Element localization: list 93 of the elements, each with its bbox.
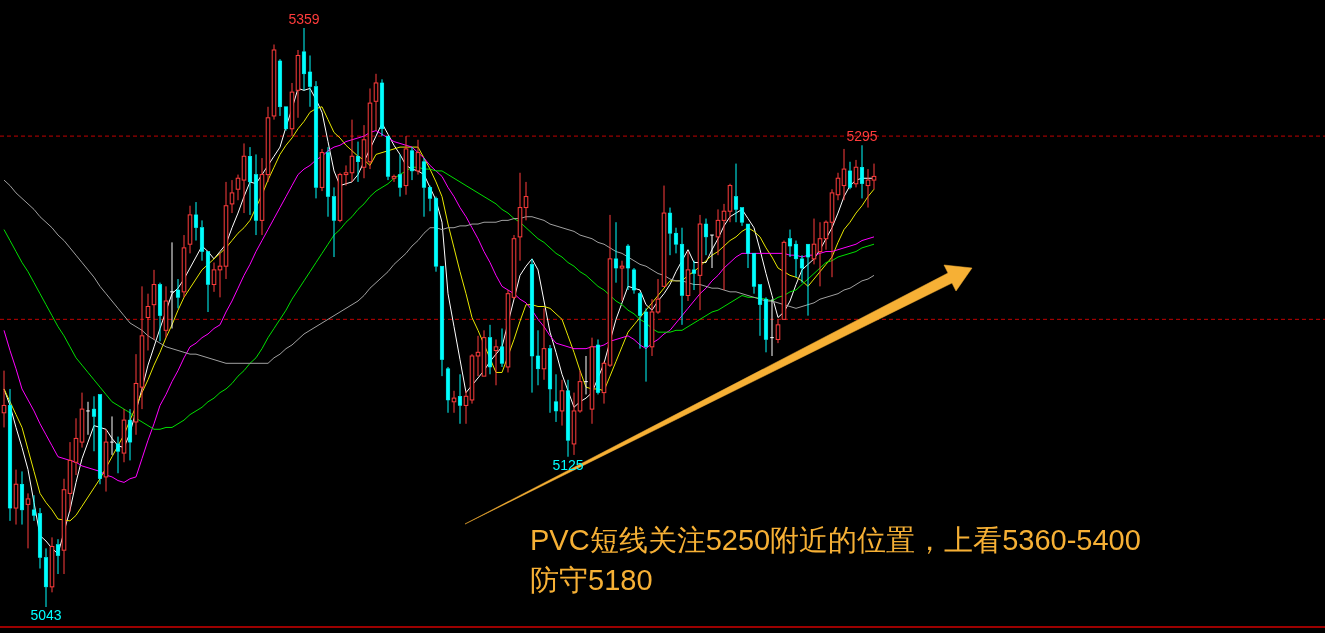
candlestick bbox=[427, 185, 433, 212]
candlestick bbox=[571, 392, 577, 456]
candlestick bbox=[7, 388, 13, 522]
candlestick bbox=[787, 229, 793, 258]
candlestick bbox=[493, 338, 499, 386]
candlestick bbox=[253, 153, 259, 236]
candlestick bbox=[847, 161, 853, 190]
candlestick bbox=[247, 146, 253, 216]
candlestick bbox=[619, 260, 625, 302]
candlestick bbox=[691, 260, 697, 291]
candlestick bbox=[433, 196, 439, 273]
candlestick bbox=[277, 58, 283, 117]
candlestick bbox=[229, 179, 235, 214]
candlestick bbox=[643, 307, 649, 383]
candlestick bbox=[211, 262, 217, 293]
candlestick bbox=[391, 174, 397, 183]
candlestick bbox=[91, 395, 97, 452]
candlestick bbox=[121, 408, 127, 463]
candlestick bbox=[397, 153, 403, 198]
candlestick bbox=[343, 164, 349, 187]
candlestick bbox=[673, 227, 679, 254]
candlestick bbox=[841, 148, 847, 201]
candlestick bbox=[157, 282, 163, 342]
candlestick bbox=[613, 221, 619, 284]
candlestick bbox=[19, 470, 25, 526]
candlestick bbox=[217, 252, 223, 298]
candlestick bbox=[577, 370, 583, 414]
candlestick bbox=[631, 267, 637, 295]
candlestick bbox=[37, 507, 43, 570]
candlestick bbox=[457, 373, 463, 425]
candlestick bbox=[55, 538, 61, 575]
candlestick bbox=[499, 327, 505, 368]
candlestick bbox=[565, 379, 571, 458]
candlestick bbox=[679, 227, 685, 326]
candlestick bbox=[529, 258, 535, 394]
candlestick bbox=[325, 146, 331, 218]
candlestick bbox=[763, 296, 769, 353]
candlestick bbox=[475, 335, 481, 377]
candlestick bbox=[25, 492, 31, 549]
annotation: PVC短线关注5250附近的位置，上看5360-5400 防守5180 bbox=[530, 524, 1141, 596]
candlestick bbox=[175, 278, 181, 309]
candlestick bbox=[871, 163, 877, 190]
candlestick bbox=[169, 241, 175, 329]
candlestick bbox=[865, 168, 871, 209]
candlestick bbox=[859, 144, 865, 199]
candlestick bbox=[799, 254, 805, 284]
candlestick bbox=[535, 329, 541, 386]
candlestick bbox=[187, 205, 193, 254]
candlestick bbox=[331, 186, 337, 258]
candlestick bbox=[115, 436, 121, 474]
annotation: 5295 bbox=[846, 128, 878, 145]
candlestick bbox=[109, 415, 115, 456]
candlestick bbox=[163, 285, 169, 339]
candlestick bbox=[547, 344, 553, 414]
candlestick bbox=[79, 392, 85, 449]
candlestick bbox=[451, 390, 457, 414]
candlestick bbox=[313, 80, 319, 199]
candlestick bbox=[199, 219, 205, 262]
candlestick bbox=[775, 318, 781, 344]
candlestick bbox=[373, 73, 379, 132]
candlestick bbox=[595, 338, 601, 395]
candlestick bbox=[103, 428, 109, 493]
candlestick bbox=[421, 157, 427, 218]
annotation: 5043 bbox=[30, 607, 62, 623]
candlestick bbox=[829, 188, 835, 278]
candlestick bbox=[559, 379, 565, 427]
candlestick bbox=[517, 172, 523, 262]
candlestick bbox=[43, 547, 49, 608]
candlestick bbox=[553, 373, 559, 423]
candlestick bbox=[583, 355, 589, 395]
candlestick bbox=[667, 207, 673, 256]
candlestick bbox=[355, 141, 361, 183]
candlestick bbox=[733, 163, 739, 223]
candlestick bbox=[31, 494, 37, 522]
candlestick bbox=[307, 54, 313, 108]
candlestick bbox=[811, 218, 817, 265]
annotation: 5359 bbox=[288, 11, 320, 27]
candlestick bbox=[409, 146, 415, 181]
candlestick bbox=[379, 78, 385, 137]
candlestick bbox=[127, 408, 133, 461]
candlestick bbox=[715, 208, 721, 256]
candlestick bbox=[793, 240, 799, 278]
annotation: 5125 bbox=[552, 456, 584, 473]
candlestick bbox=[301, 27, 307, 91]
candlestick bbox=[487, 324, 493, 375]
candlestick bbox=[637, 291, 643, 350]
candlestick bbox=[193, 201, 199, 242]
candlestick bbox=[85, 401, 91, 436]
candlestick bbox=[625, 243, 631, 291]
candlestick bbox=[415, 139, 421, 176]
candlestick bbox=[445, 366, 451, 414]
candlestick bbox=[769, 298, 775, 357]
candlestick bbox=[703, 218, 709, 256]
